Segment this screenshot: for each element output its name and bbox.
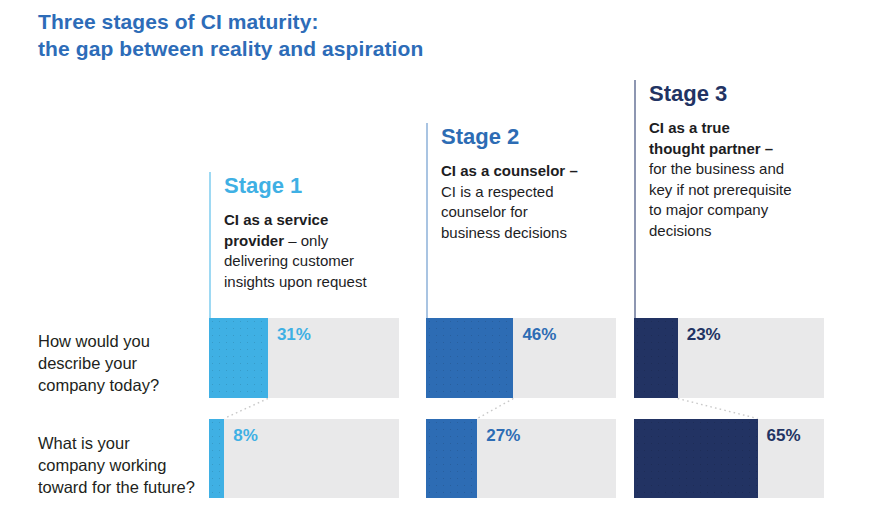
ci-maturity-infographic: Three stages of CI maturity: the gap bet… [0, 0, 895, 529]
stage-1-heading: Stage 1 [224, 174, 409, 198]
stage-3-description-rest: for the business and key if not prerequi… [649, 160, 792, 239]
bar-fill [634, 318, 678, 398]
bar-today-stage-2: 46% [426, 318, 616, 398]
bar-future-stage-3: 65% [634, 419, 824, 498]
stage-3-description: CI as a true thought partner – for the b… [649, 118, 834, 241]
bar-today-stage-1: 31% [209, 318, 399, 398]
bar-value-label: 23% [687, 325, 721, 345]
bar-value-label: 46% [522, 325, 556, 345]
stage-2-column: Stage 2 CI as a counselor – CI is a resp… [426, 123, 626, 318]
bar-value-label: 31% [277, 325, 311, 345]
stage-2-description-bold: CI as a counselor – [441, 162, 578, 179]
stage-1-column: Stage 1 CI as a service provider – only … [209, 172, 409, 318]
bar-value-label: 65% [767, 426, 801, 446]
question-future: What is your company working toward for … [38, 432, 208, 498]
connector-line-stage-1 [209, 398, 399, 419]
connector-line-stage-2 [426, 398, 616, 419]
bar-today-stage-3: 23% [634, 318, 824, 398]
stage-1-description: CI as a service provider – only deliveri… [224, 210, 409, 292]
bar-future-stage-2: 27% [426, 419, 616, 498]
bar-fill [426, 419, 477, 498]
question-today: How would you describe your company toda… [38, 330, 208, 396]
stage-3-description-bold: CI as a true thought partner – [649, 119, 773, 157]
bar-future-stage-1: 8% [209, 419, 399, 498]
bar-value-label: 27% [486, 426, 520, 446]
bar-fill [426, 318, 513, 398]
stage-2-description-rest: CI is a respected counselor for business… [441, 183, 567, 241]
bar-fill [634, 419, 758, 498]
stage-3-heading: Stage 3 [649, 82, 834, 106]
bar-fill [209, 318, 268, 398]
page-title: Three stages of CI maturity: the gap bet… [38, 8, 423, 62]
connector-line-stage-3 [634, 398, 824, 419]
stage-2-description: CI as a counselor – CI is a respected co… [441, 161, 626, 243]
stage-2-heading: Stage 2 [441, 125, 626, 149]
bar-fill [209, 419, 224, 498]
stage-3-column: Stage 3 CI as a true thought partner – f… [634, 80, 834, 318]
bar-value-label: 8% [233, 426, 258, 446]
